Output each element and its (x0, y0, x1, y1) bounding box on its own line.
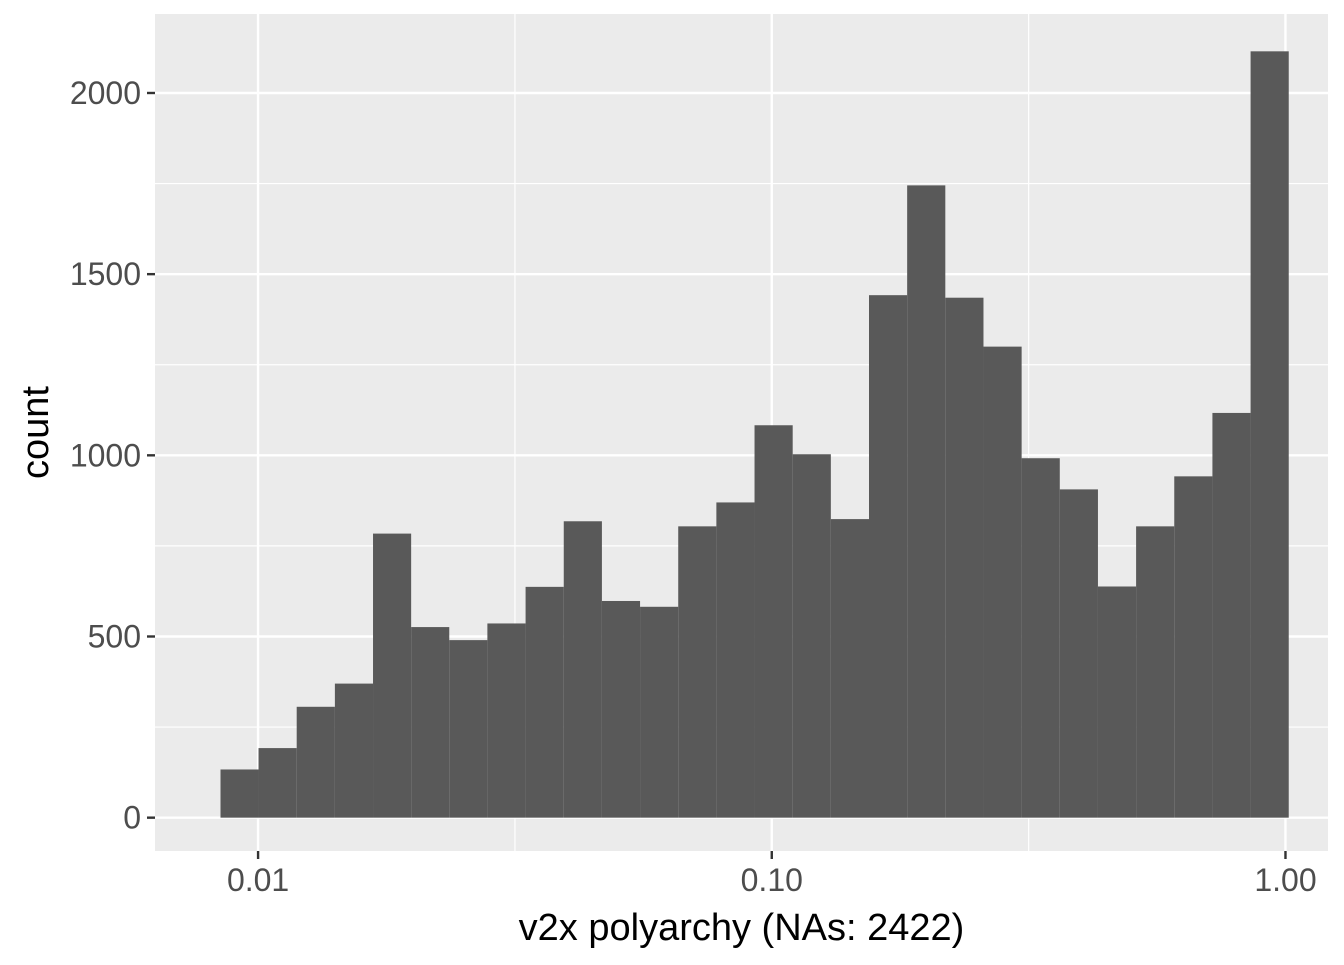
histogram-bar (296, 706, 335, 818)
y-tick-label: 2000 (70, 75, 141, 111)
histogram-bar (640, 606, 679, 818)
histogram-bar (449, 640, 488, 818)
y-tick-label: 500 (88, 618, 141, 654)
histogram-bar (792, 454, 831, 818)
histogram-bar (983, 346, 1022, 818)
y-tick-label: 0 (123, 800, 141, 836)
histogram-bar (411, 627, 450, 818)
histogram-bar (678, 526, 717, 818)
histogram-bar (373, 533, 412, 818)
histogram-bar (334, 683, 374, 818)
histogram-bar (525, 586, 564, 818)
y-axis-title: count (15, 386, 57, 479)
histogram-bar (830, 519, 870, 818)
histogram-bar (869, 295, 908, 818)
histogram-bar (220, 769, 259, 818)
histogram-bar (716, 502, 755, 818)
histogram-bar (258, 748, 297, 818)
histogram-bar (563, 521, 602, 818)
x-axis-title: v2x polyarchy (NAs: 2422) (519, 907, 965, 949)
histogram-bar (754, 425, 793, 818)
x-axis-ticks: 0.01 0.10 1.00 (227, 851, 1317, 898)
histogram-bar (1021, 458, 1060, 818)
y-axis-ticks: 0 500 1000 1500 2000 (70, 75, 155, 836)
histogram-bar (487, 623, 526, 818)
histogram-bar (1250, 51, 1289, 818)
histogram-bar (1059, 489, 1098, 818)
histogram-bar (1174, 476, 1213, 818)
x-tick-label: 1.00 (1254, 862, 1316, 898)
x-tick-label: 0.10 (741, 862, 803, 898)
x-tick-label: 0.01 (227, 862, 289, 898)
histogram-bar (1212, 412, 1251, 818)
histogram-bar (1097, 586, 1137, 818)
histogram-bar (601, 600, 641, 818)
y-tick-label: 1000 (70, 437, 141, 473)
bars (220, 51, 1289, 818)
histogram-bar (945, 297, 984, 818)
histogram-bar (1136, 526, 1175, 818)
histogram-bar (907, 185, 946, 818)
y-tick-label: 1500 (70, 256, 141, 292)
